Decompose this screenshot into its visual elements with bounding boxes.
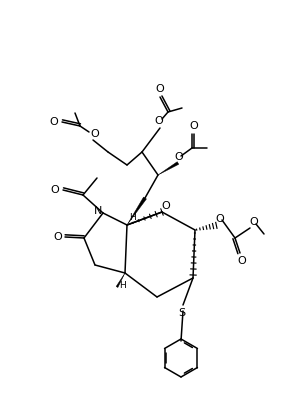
Text: O: O (50, 117, 58, 127)
Text: O: O (190, 121, 198, 131)
Text: O: O (250, 217, 258, 227)
Text: O: O (162, 201, 170, 211)
Text: O: O (156, 84, 164, 94)
Text: O: O (155, 116, 163, 126)
Text: S: S (179, 308, 186, 318)
Text: H: H (120, 281, 126, 290)
Polygon shape (116, 273, 125, 288)
Text: O: O (91, 129, 99, 139)
Text: O: O (51, 185, 60, 195)
Polygon shape (127, 197, 146, 225)
Text: O: O (238, 256, 246, 266)
Text: O: O (54, 232, 62, 242)
Text: H: H (129, 213, 135, 222)
Text: N: N (94, 206, 102, 216)
Text: O: O (175, 152, 183, 162)
Text: O: O (216, 214, 224, 224)
Polygon shape (158, 162, 179, 175)
